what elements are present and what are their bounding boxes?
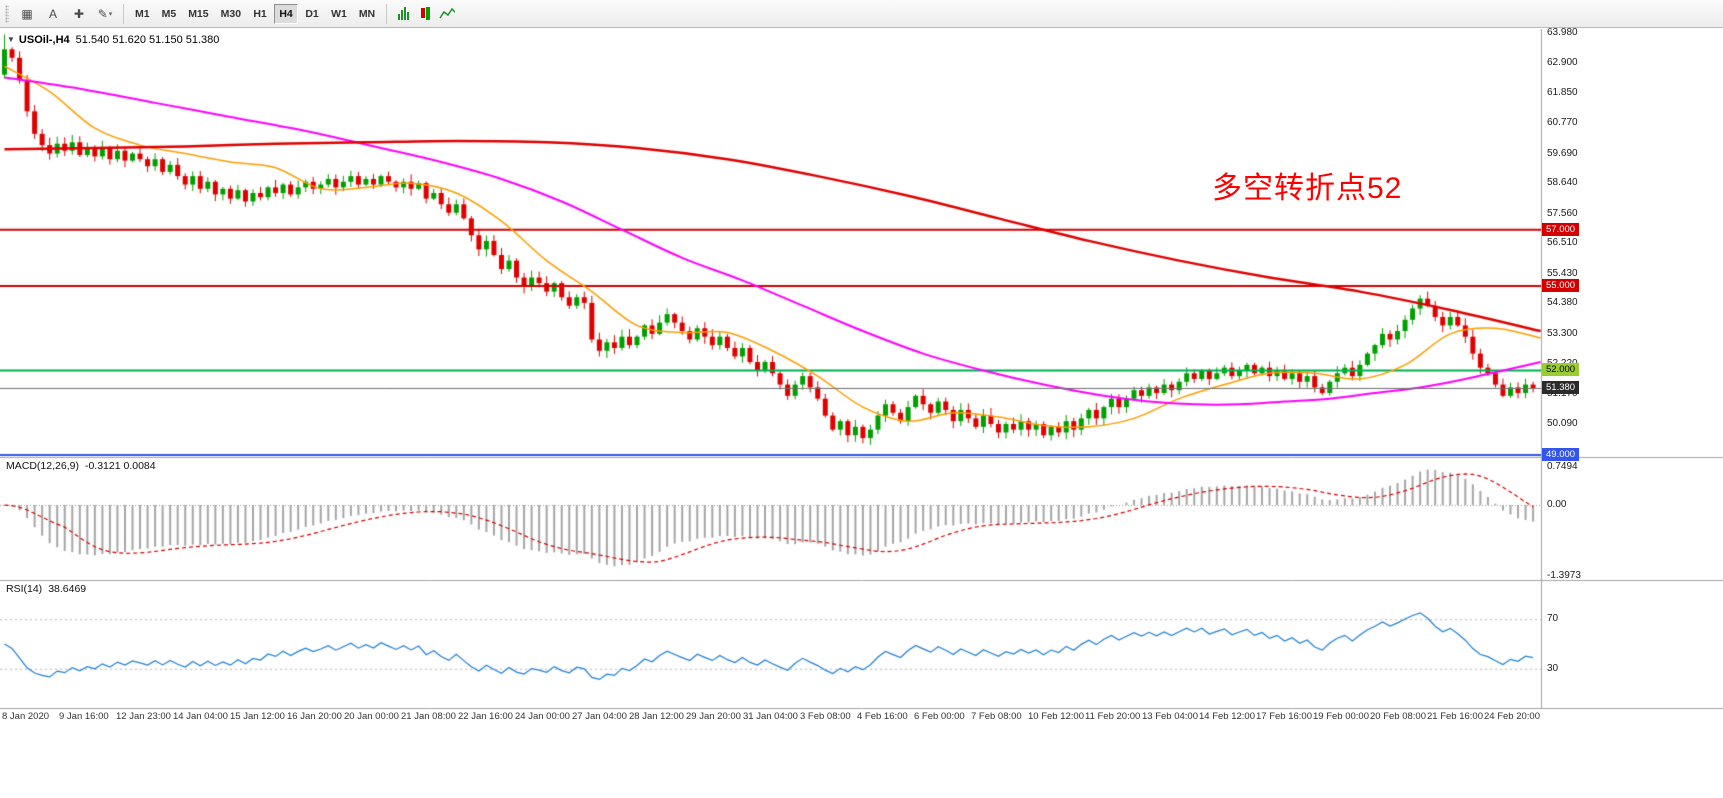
timeframe-button-h1[interactable]: H1 — [248, 4, 272, 24]
rsi-indicator-label: RSI(14) 38.6469 — [6, 583, 86, 595]
time-axis-label: 8 Jan 2020 — [2, 711, 50, 722]
macd-axis-label: -1.3973 — [1547, 570, 1581, 581]
chart-symbol-timeframe: USOil-,H4 — [18, 34, 70, 46]
toolbar: ▦ A ✚ ✎ ▾ M1 M5 M15 M30 H1 H4 D1 W1 MN — [0, 0, 1723, 28]
time-axis-label: 3 Feb 08:00 — [800, 711, 851, 722]
current-price-tag[interactable]: 51.380 — [1542, 380, 1580, 394]
crosshair-tool-icon: ✚ — [73, 6, 85, 21]
macd-indicator-label: MACD(12,26,9) -0.3121 0.0084 — [6, 460, 156, 472]
time-axis-label: 20 Feb 08:00 — [1370, 711, 1426, 722]
time-axis-label: 24 Feb 20:00 — [1484, 711, 1540, 722]
rsi-level-label: 30 — [1547, 662, 1559, 674]
time-axis-label: 19 Feb 00:00 — [1313, 711, 1369, 722]
price-tick-label: 59.690 — [1547, 147, 1578, 159]
time-axis-label: 9 Jan 16:00 — [59, 711, 109, 722]
time-axis-label: 27 Jan 04:00 — [572, 711, 627, 722]
price-tick-label: 61.850 — [1547, 87, 1578, 98]
time-axis-label: 20 Jan 00:00 — [344, 711, 399, 722]
price-tick-label: 62.900 — [1547, 57, 1578, 69]
price-tick-label: 63.980 — [1547, 27, 1578, 38]
time-axis-label: 31 Jan 04:00 — [743, 711, 798, 722]
time-axis-label: 16 Jan 20:00 — [287, 711, 342, 722]
timeframe-button-mn[interactable]: MN — [354, 4, 380, 24]
timeframe-button-w1[interactable]: W1 — [326, 4, 352, 24]
toolbar-separator — [386, 3, 388, 24]
bar-glyph — [403, 6, 406, 20]
bars-chart-icon[interactable] — [392, 4, 414, 24]
macd-axis-label: 0.00 — [1547, 499, 1567, 511]
crosshair-tool[interactable]: ✚ — [67, 3, 91, 25]
time-axis-label: 24 Jan 00:00 — [515, 711, 570, 722]
chart-window-tool[interactable]: ▦ — [15, 3, 39, 25]
chart-area[interactable]: ▼ USOil-,H4 51.540 51.620 51.150 51.380 MA… — [0, 27, 1723, 726]
time-axis-label: 21 Jan 08:00 — [401, 711, 456, 722]
support-49-tag[interactable]: 49.000 — [1542, 448, 1580, 461]
text-label-tool[interactable]: A — [41, 3, 65, 25]
time-axis-label: 17 Feb 16:00 — [1256, 711, 1312, 722]
chart-annotation-text[interactable]: 多空转折点52 — [1212, 172, 1403, 205]
macd-values: -0.3121 0.0084 — [84, 460, 156, 472]
time-axis-label: 6 Feb 00:00 — [914, 711, 965, 722]
tools-group: ▦ A ✚ ✎ ▾ — [14, 3, 118, 25]
timeframe-button-m5[interactable]: M5 — [157, 4, 182, 24]
candlestick-chart-icon[interactable] — [414, 4, 436, 24]
time-axis-label: 7 Feb 08:00 — [971, 711, 1022, 722]
timeframe-group: M1 M5 M15 M30 H1 H4 D1 W1 MN — [129, 3, 381, 24]
text-label-tool-icon: A — [48, 6, 57, 21]
price-tick-label: 55.430 — [1547, 267, 1578, 279]
timeframe-button-h4[interactable]: H4 — [274, 3, 299, 24]
time-axis-label: 10 Feb 12:00 — [1028, 711, 1084, 722]
time-axis-label: 14 Feb 12:00 — [1199, 711, 1255, 722]
price-tick-label: 54.380 — [1547, 297, 1578, 309]
time-axis[interactable]: 8 Jan 2020 9 Jan 16:00 12 Jan 23:00 14 Jan … — [0, 708, 1541, 726]
toolbar-grip[interactable] — [5, 4, 9, 23]
price-tick-label: 60.770 — [1547, 117, 1578, 129]
macd-name: MACD(12,26,9) — [6, 460, 79, 472]
drawing-tools-icon: ✎ — [97, 6, 108, 21]
chart-canvas[interactable] — [0, 29, 1723, 726]
bar-glyph — [406, 11, 409, 20]
chart-ohlc-values: 51.540 51.620 51.150 51.380 — [75, 34, 220, 46]
price-tick-label: 58.640 — [1547, 177, 1578, 189]
price-tick-label: 57.560 — [1547, 207, 1578, 219]
time-axis-label: 29 Jan 20:00 — [686, 711, 741, 722]
time-axis-label: 28 Jan 12:00 — [629, 711, 684, 722]
line-chart-icon[interactable] — [436, 4, 458, 24]
time-axis-label: 15 Jan 12:00 — [230, 711, 285, 722]
support-52-tag[interactable]: 52.000 — [1542, 363, 1580, 377]
bar-glyph — [400, 9, 403, 20]
chart-title: ▼ USOil-,H4 51.540 51.620 51.150 51.380 — [7, 34, 219, 46]
rsi-name: RSI(14) — [6, 583, 43, 595]
time-axis-label: 14 Jan 04:00 — [173, 711, 228, 722]
time-axis-label: 21 Feb 16:00 — [1427, 711, 1483, 722]
timeframe-button-m30[interactable]: M30 — [216, 4, 246, 24]
drawing-tools[interactable]: ✎ ▾ — [93, 3, 117, 25]
macd-axis-label: 0.7494 — [1547, 461, 1578, 472]
time-axis-label: 22 Jan 16:00 — [458, 711, 513, 722]
candle-glyph — [420, 7, 425, 18]
resistance-55-tag[interactable]: 55.000 — [1542, 278, 1580, 292]
line-glyph — [439, 7, 456, 18]
price-tick-label: 56.510 — [1547, 237, 1578, 249]
toolbar-separator — [123, 3, 124, 24]
time-axis-label: 4 Feb 16:00 — [857, 711, 908, 722]
candle-glyph — [425, 6, 430, 20]
rsi-level-label: 70 — [1547, 613, 1559, 625]
price-tick-label: 50.090 — [1547, 418, 1578, 430]
price-axis[interactable]: 63.980 62.900 61.850 60.770 59.690 58.640 57.5… — [1541, 27, 1723, 708]
rsi-value: 38.6469 — [48, 583, 87, 595]
chart-window-tool-icon: ▦ — [21, 6, 33, 21]
time-axis-label: 12 Jan 23:00 — [116, 711, 171, 722]
timeframe-button-m15[interactable]: M15 — [183, 4, 213, 24]
ohlc-collapse-icon[interactable]: ▼ — [7, 35, 15, 44]
timeframe-button-m1[interactable]: M1 — [130, 4, 155, 24]
resistance-57-tag[interactable]: 57.000 — [1542, 222, 1580, 236]
time-axis-label: 11 Feb 20:00 — [1085, 711, 1141, 722]
timeframe-button-d1[interactable]: D1 — [300, 4, 324, 24]
price-tick-label: 53.300 — [1547, 327, 1578, 339]
dropdown-caret-icon: ▾ — [108, 10, 113, 18]
bar-glyph — [397, 13, 400, 20]
chart-type-group — [392, 4, 458, 24]
time-axis-label: 13 Feb 04:00 — [1142, 711, 1198, 722]
